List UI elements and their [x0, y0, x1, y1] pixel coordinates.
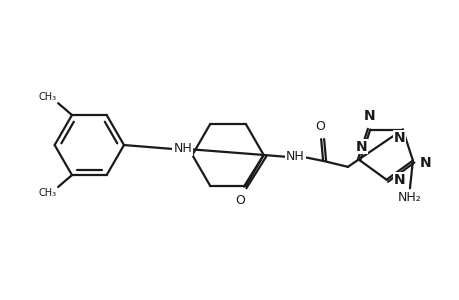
Text: NH₂: NH₂	[397, 191, 421, 204]
Text: NH: NH	[173, 142, 191, 155]
Text: N: N	[392, 173, 404, 187]
Text: NH: NH	[285, 150, 304, 164]
Text: CH₃: CH₃	[39, 92, 57, 102]
Text: N: N	[363, 109, 374, 123]
Text: N: N	[354, 140, 366, 154]
Text: O: O	[235, 194, 244, 207]
Text: O: O	[314, 120, 325, 133]
Text: CH₃: CH₃	[39, 188, 57, 198]
Text: N: N	[393, 130, 405, 145]
Text: N: N	[419, 155, 431, 170]
